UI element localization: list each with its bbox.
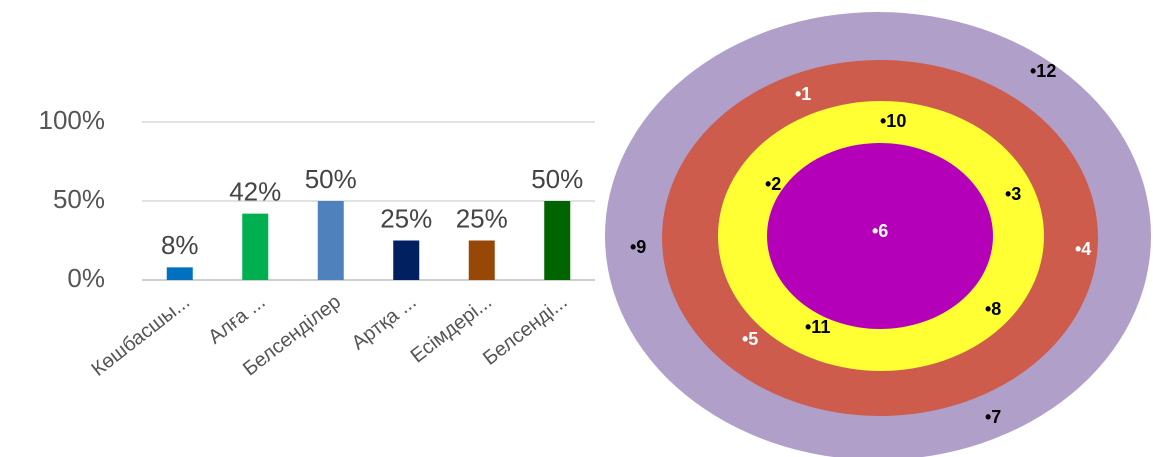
- point-label: •2: [765, 174, 781, 194]
- point-label: •11: [805, 317, 830, 337]
- x-tick-label: Артқа ...: [348, 291, 421, 355]
- x-tick-label: Алға ...: [204, 291, 269, 349]
- y-tick-label: 50%: [53, 184, 105, 214]
- value-label: 25%: [456, 203, 508, 233]
- x-tick-label: Көшбасшы...: [88, 291, 195, 381]
- point-label: •4: [1075, 239, 1091, 259]
- bar: [166, 267, 193, 280]
- point-label: •1: [795, 84, 811, 104]
- diagram: [605, 12, 1151, 457]
- x-tick-label: Белсенді...: [479, 291, 572, 370]
- value-label: 42%: [229, 177, 281, 207]
- y-tick-label: 0%: [67, 263, 105, 293]
- bar: [468, 240, 495, 280]
- point-label: •8: [985, 299, 1001, 319]
- point-label: •7: [985, 407, 1001, 427]
- point-label: •3: [1005, 184, 1021, 204]
- point-label: •5: [742, 329, 758, 349]
- value-label: 25%: [380, 203, 432, 233]
- bar: [317, 201, 344, 280]
- bar: [393, 240, 420, 280]
- point-label: •9: [630, 237, 646, 257]
- core: [767, 143, 993, 329]
- point-label: •12: [1030, 61, 1056, 81]
- point-label: •10: [880, 111, 906, 131]
- value-label: 50%: [531, 164, 583, 194]
- bar: [242, 213, 269, 280]
- point-label: •6: [872, 221, 888, 241]
- bar: [544, 201, 571, 280]
- value-label: 8%: [161, 230, 199, 260]
- value-label: 50%: [305, 164, 357, 194]
- y-tick-label: 100%: [39, 105, 106, 135]
